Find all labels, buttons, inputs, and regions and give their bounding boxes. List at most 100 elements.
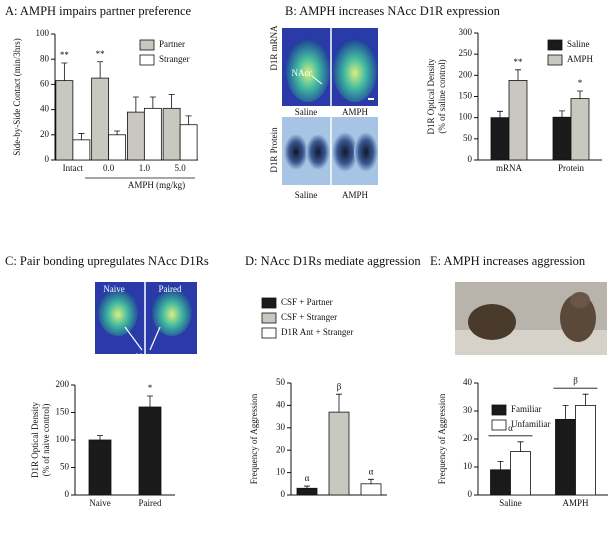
y-axis-label: (% of naive control) [41,404,51,477]
bar [138,406,162,496]
bar [360,483,382,496]
y-tick-label: 40 [40,104,50,114]
bar [108,134,127,161]
y-tick-label: 0 [281,489,286,499]
photo [455,282,607,355]
bar [328,411,350,496]
y-tick-label: 150 [459,91,473,101]
legend-label: CSF + Partner [281,297,333,307]
legend-label: Partner [159,39,185,49]
y-tick-label: 100 [56,434,70,444]
y-tick-label: 20 [463,433,473,443]
image-col-label: AMPH [342,190,369,200]
error-bar [562,405,569,420]
legend-label: Stranger [159,54,190,64]
legend-label: Saline [567,39,590,49]
y-tick-label: 150 [56,407,70,417]
significance-marker: * [148,383,153,393]
x-tick-label: Paired [139,498,162,508]
legend-label: AMPH [567,54,594,64]
bar [162,107,181,161]
legend-swatch [139,39,155,51]
bar [552,116,572,161]
image-col-label: AMPH [342,107,369,117]
image-col-label: Saline [295,190,318,200]
y-tick-label: 10 [463,461,473,471]
y-axis-label: D1R Optical Density [30,402,40,478]
mrna-image [282,28,378,106]
error-bar [97,61,104,79]
y-tick-label: 0 [468,154,473,164]
y-tick-label: 50 [60,462,70,472]
x-tick-label: mRNA [496,163,523,173]
y-tick-label: 300 [459,27,473,37]
significance-marker: ** [514,57,524,67]
error-bar [559,110,565,118]
panel-title: C: Pair bonding upregulates NAcc D1Rs [5,254,209,268]
legend-swatch [261,312,277,324]
y-axis-label: (% of saline control) [437,59,447,133]
x-tick-label: Protein [558,163,584,173]
y-tick-label: 50 [463,133,473,143]
error-bar [114,130,121,135]
y-tick-label: 40 [463,377,473,387]
legend-swatch [491,404,507,416]
bar [72,139,91,161]
y-axis-label: Frequency of Aggression [249,393,259,484]
error-bar [61,62,68,81]
panel-title: A: AMPH impairs partner preference [5,4,191,18]
bar [555,418,576,496]
image-col-label: Saline [295,107,318,117]
error-bar [517,441,524,452]
image-row-label: D1R Protein [269,127,279,173]
bar [143,107,162,161]
bar [126,111,145,161]
legend-label: Unfamiliar [511,419,551,429]
y-tick-label: 20 [276,444,286,454]
x-tick-label: 5.0 [175,163,187,173]
error-bar [577,90,583,99]
y-tick-label: 10 [276,467,286,477]
error-bar [132,96,139,113]
bar [490,469,511,496]
legend-swatch [547,39,563,51]
legend-label: CSF + Stranger [281,312,337,322]
error-bar [497,461,504,470]
x-axis-label: AMPH (mg/kg) [128,180,185,190]
error-bar [304,485,310,489]
significance-marker: β [337,381,342,391]
y-tick-label: 100 [459,112,473,122]
panel-title: B: AMPH increases NAcc D1R expression [285,4,501,18]
protein-blot [282,117,378,185]
legend-label: D1R Ant + Stranger [281,327,353,337]
significance-marker: α [369,466,374,476]
legend-swatch [139,54,155,66]
x-tick-label: Saline [499,498,522,508]
x-tick-label: AMPH [562,498,589,508]
image-row-label: D1R mRNA [269,25,279,71]
y-tick-label: 40 [276,399,286,409]
x-tick-label: Naive [89,498,111,508]
panel-title: E: AMPH increases aggression [430,254,586,268]
y-tick-label: 60 [40,78,50,88]
pointer-label: NAcc [136,352,157,362]
bar [510,451,531,496]
y-tick-label: 20 [40,129,50,139]
y-axis-label: Frequency of Aggression [437,393,447,484]
error-bar [149,96,156,109]
error-bar [185,115,192,125]
y-axis-label: Side-by-Side Contact (min/3hrs) [12,38,22,155]
error-bar [582,393,589,406]
y-axis-label: D1R Optical Density [426,58,436,134]
error-bar [168,94,175,109]
bar [179,124,198,161]
y-tick-label: 30 [463,405,473,415]
y-tick-label: 30 [276,422,286,432]
bar [296,487,318,496]
y-tick-label: 100 [36,28,50,38]
error-bar [336,393,342,413]
significance-marker: * [578,78,583,88]
image-col-label: Naive [103,284,125,294]
